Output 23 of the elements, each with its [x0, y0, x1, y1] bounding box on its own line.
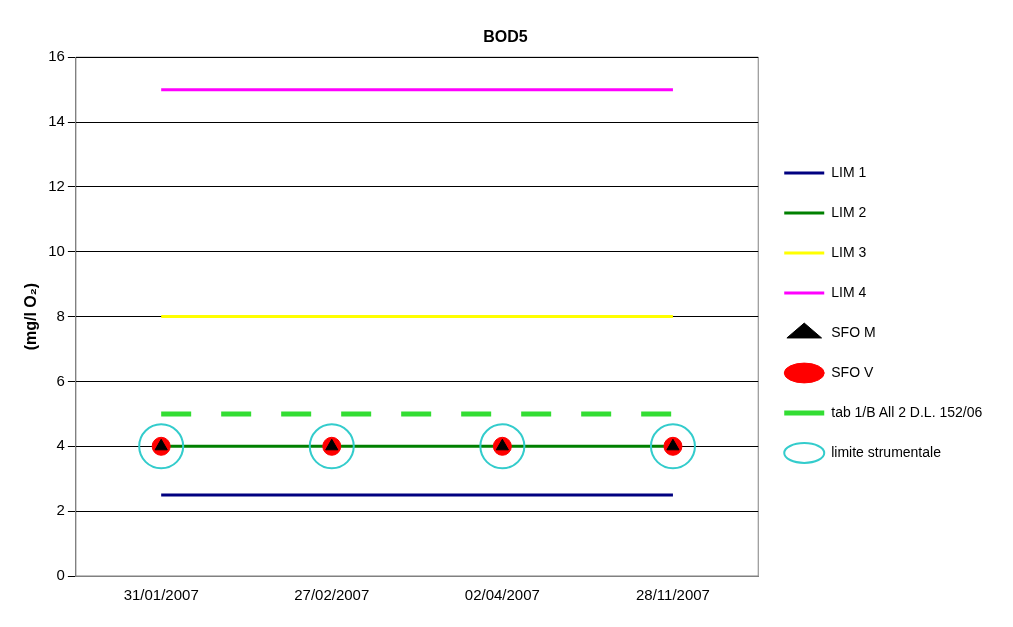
legend-label: limite strumentale [831, 443, 942, 460]
legend-label: tab 1/B All 2 D.L. 152/06 [831, 403, 983, 420]
x-tick-label: 27/02/2007 [294, 586, 370, 604]
y-tick-label: 2 [56, 501, 65, 519]
legend-label: LIM 1 [831, 163, 867, 180]
legend-label: LIM 3 [831, 243, 867, 260]
y-tick-label: 14 [48, 112, 65, 130]
x-tick-label: 28/11/2007 [635, 586, 710, 604]
y-axis-title: (mg/l O₂) [22, 282, 40, 351]
y-tick-label: 10 [48, 241, 65, 259]
legend-label: LIM 2 [831, 203, 867, 220]
y-tick-label: 4 [56, 436, 65, 454]
legend-label: SFO V [831, 363, 874, 380]
legend-label: LIM 4 [831, 283, 867, 300]
x-tick-label: 31/01/2007 [123, 586, 199, 604]
chart-title: BOD5 [483, 28, 528, 46]
legend-label: SFO M [831, 323, 876, 340]
x-tick-label: 02/04/2007 [464, 586, 540, 604]
y-tick-label: 16 [48, 47, 65, 65]
y-tick-label: 6 [56, 371, 65, 389]
y-tick-label: 0 [56, 566, 65, 584]
y-tick-label: 12 [48, 177, 65, 195]
y-tick-label: 8 [56, 306, 65, 324]
